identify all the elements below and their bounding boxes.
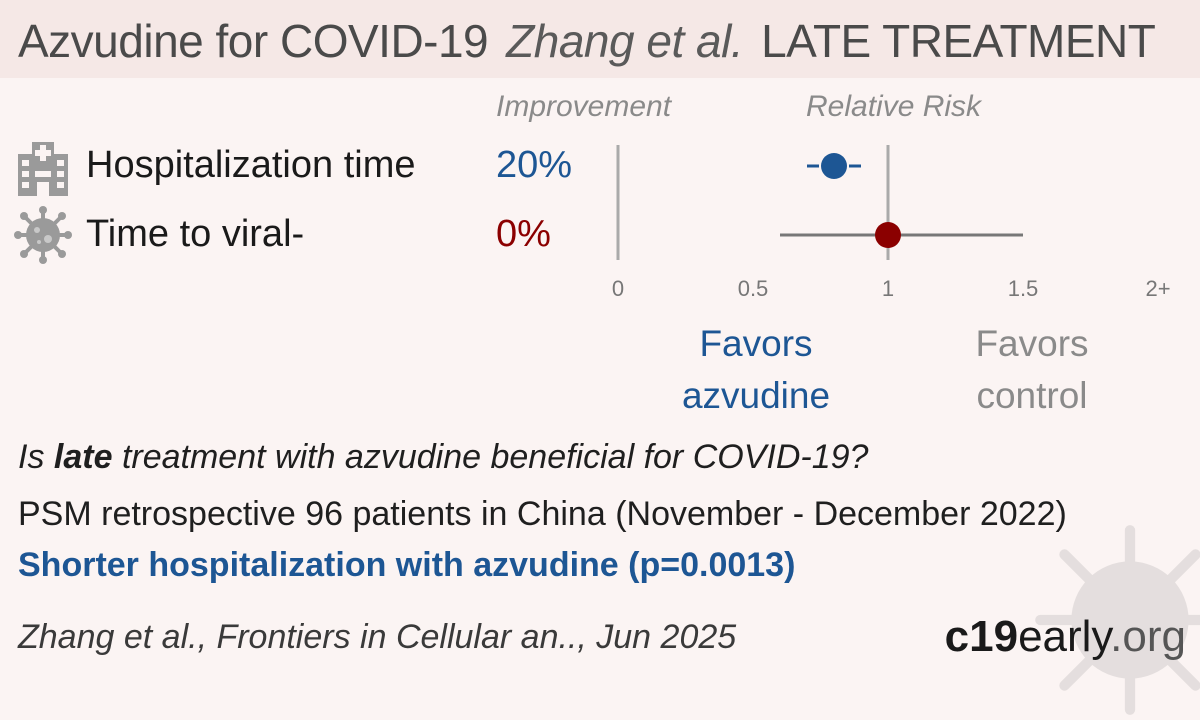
improvement-viral: 0%	[496, 213, 551, 255]
favors-treatment-label: Favors azvudine	[656, 318, 856, 422]
citation: Zhang et al., Frontiers in Cellular an..…	[18, 618, 737, 656]
improvement-hospitalization: 20%	[496, 144, 573, 186]
improvement-column-header: Improvement	[496, 90, 672, 123]
outcome-label-hospitalization: Hospitalization time	[86, 144, 416, 186]
drug-title: Azvudine for COVID-19	[18, 15, 489, 67]
virus-icon	[14, 206, 72, 264]
virus-watermark-icon	[1035, 525, 1200, 715]
favors-control-line2: control	[976, 375, 1088, 416]
question-pre: Is	[18, 438, 54, 476]
x-tick-label: 0	[612, 276, 624, 301]
outcome-label-viral: Time to viral-	[86, 213, 305, 255]
favors-control-line1: Favors	[975, 323, 1089, 364]
x-tick-label: 1.5	[1008, 276, 1039, 301]
x-tick-label: 2+	[1145, 276, 1170, 301]
question-post: treatment with azvudine beneficial for C…	[112, 438, 869, 476]
hospital-icon	[18, 142, 68, 196]
result-summary: Shorter hospitalization with azvudine (p…	[18, 546, 796, 584]
question-bold: late	[53, 438, 113, 476]
brand-part1: c19	[944, 612, 1019, 661]
point-estimate	[875, 222, 901, 248]
study-description: PSM retrospective 96 patients in China (…	[18, 495, 1067, 533]
forest-plot: 0 0.5 1 1.5 2+	[612, 145, 1171, 301]
authors-title: Zhang et al.	[506, 15, 744, 67]
x-tick-label: 1	[882, 276, 894, 301]
x-tick-label: 0.5	[738, 276, 769, 301]
favors-treatment-line1: Favors	[699, 323, 813, 364]
brand-part2: early	[1018, 612, 1111, 661]
page-title: Azvudine for COVID-19 Zhang et al. LATE TR…	[18, 14, 1173, 68]
favors-treatment-line2: azvudine	[681, 375, 831, 416]
treatment-stage: LATE TREATMENT	[761, 15, 1156, 67]
favors-control-label: Favors control	[932, 318, 1132, 422]
brand-logo[interactable]: c19early.org	[945, 612, 1186, 662]
relative-risk-column-header: Relative Risk	[806, 90, 982, 123]
question-text: Is late treatment with azvudine benefici…	[18, 438, 868, 477]
brand-part3: .org	[1110, 612, 1186, 661]
point-estimate	[821, 153, 847, 179]
header-bar: Azvudine for COVID-19 Zhang et al. LATE TR…	[0, 0, 1200, 78]
